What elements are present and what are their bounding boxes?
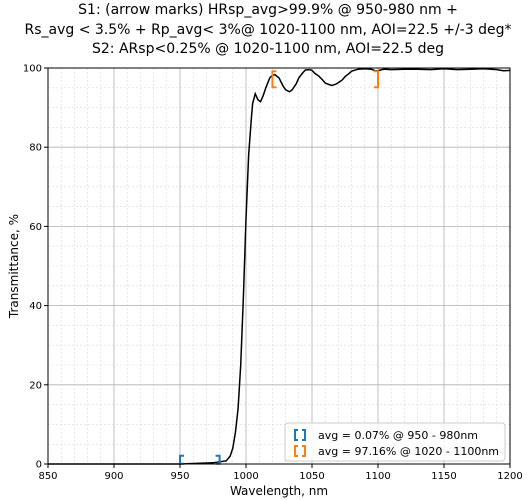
bracket-left-2 [271, 70, 277, 89]
series-layer [48, 68, 511, 465]
x-axis-ticks: 850 900 950 1000 1050 1100 1150 1200 [38, 464, 523, 482]
legend-bracket-icon [302, 445, 306, 457]
x-tick-label: 1200 [497, 471, 522, 482]
legend-box [284, 422, 506, 462]
legend-bracket-icon [294, 445, 298, 457]
chart-title-line-1: S1: (arrow marks) HRsp_avg>99.9% @ 950-9… [78, 2, 458, 18]
y-tick-label: 100 [23, 64, 42, 75]
legend-item: avg = 97.16% @ 1020 - 1100nm [294, 445, 499, 458]
y-tick-label: 40 [29, 301, 42, 312]
y-tick-label: 80 [29, 143, 42, 154]
bracket-right-2 [374, 70, 379, 89]
y-tick-label: 0 [36, 460, 42, 471]
x-tick-label: 900 [104, 471, 123, 482]
legend-items: avg = 0.07% @ 950 - 980nm avg = 97.16% @ … [294, 429, 499, 458]
legend-label: avg = 0.07% @ 950 - 980nm [318, 429, 478, 442]
y-axis-label: Transmittance, % [7, 214, 21, 319]
y-axis-ticks: 0 20 40 60 80 100 [23, 64, 48, 471]
x-tick-label: 850 [38, 471, 57, 482]
y-tick-label: 60 [29, 222, 42, 233]
bracket-left-1 [179, 454, 184, 465]
legend: avg = 0.07% @ 950 - 980nm avg = 97.16% @ … [284, 422, 506, 462]
y-tick-label: 20 [29, 380, 42, 391]
legend-bracket-icon [302, 429, 306, 441]
grid-lines [47, 67, 511, 465]
x-tick-label: 1100 [365, 471, 390, 482]
chart-title-line-2: Rs_avg < 3.5% + Rp_avg< 3%@ 1020-1100 nm… [24, 22, 511, 38]
legend-item: avg = 0.07% @ 950 - 980nm [294, 429, 478, 442]
x-tick-label: 1150 [431, 471, 456, 482]
x-tick-label: 1050 [299, 471, 324, 482]
x-tick-label: 1000 [233, 471, 258, 482]
x-axis-label: Wavelength, nm [230, 484, 328, 498]
chart-title-line-3: S2: ARsp<0.25% @ 1020-1100 nm, AOI=22.5 … [92, 41, 444, 57]
legend-label: avg = 97.16% @ 1020 - 1100nm [318, 445, 499, 458]
transmittance-curve-1 [48, 68, 511, 465]
legend-bracket-icon [294, 429, 298, 441]
plot-frame [47, 67, 511, 465]
x-tick-label: 950 [170, 471, 189, 482]
